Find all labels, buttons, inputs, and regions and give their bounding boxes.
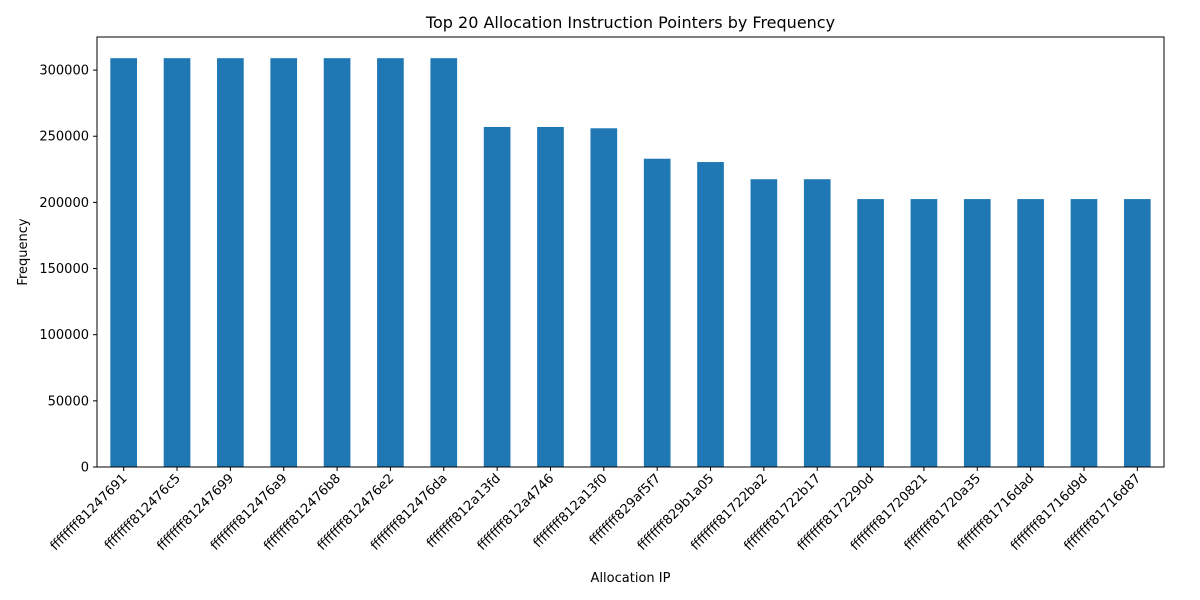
- bar-ffffffff812476c5: [163, 58, 191, 468]
- bar-ffffffff812476b8: [323, 58, 351, 468]
- bar-ffffffff81720821: [910, 199, 938, 468]
- bar-ffffffff81247699: [217, 58, 244, 468]
- bar-ffffffff81722ba2: [750, 179, 778, 467]
- bar-ffffffff812476da: [430, 58, 458, 468]
- y-axis: 0 50000 100000 150000 200000 250000 300000: [39, 64, 97, 476]
- x-axis: ffffffff81247691ffffffff812476c5ffffffff…: [48, 467, 1144, 554]
- bar-ffffffff829af5f7: [643, 158, 671, 467]
- y-tick-label: 150000: [39, 262, 89, 277]
- x-axis-label: Allocation IP: [591, 571, 671, 586]
- bar-ffffffff812a13f0: [590, 128, 618, 468]
- bar-ffffffff81247691: [110, 58, 138, 468]
- y-tick-label: 0: [81, 461, 89, 476]
- bar-ffffffff8172290d: [857, 199, 884, 468]
- y-tick-label: 300000: [39, 64, 89, 79]
- bar-ffffffff81716dad: [1017, 199, 1044, 468]
- bar-ffffffff812a4746: [537, 126, 564, 467]
- bar-ffffffff829b1a05: [697, 162, 724, 467]
- y-tick-label: 100000: [39, 328, 89, 343]
- plot-frame: [96, 36, 1165, 468]
- bar-ffffffff812476a9: [270, 58, 298, 468]
- y-axis-label: Frequency: [16, 218, 31, 285]
- y-tick-label: 250000: [39, 130, 89, 145]
- bar-ffffffff812a13fd: [483, 126, 511, 467]
- y-tick-label: 200000: [39, 196, 89, 211]
- bar-ffffffff81716d9d: [1070, 199, 1098, 468]
- chart-title: Top 20 Allocation Instruction Pointers b…: [425, 13, 835, 32]
- bars-group: [110, 58, 1151, 468]
- bar-ffffffff81720a35: [963, 199, 991, 468]
- bar-ffffffff81722b17: [803, 179, 831, 467]
- bar-ffffffff81716d87: [1123, 199, 1151, 468]
- y-tick-label: 50000: [48, 394, 89, 409]
- bar-ffffffff812476e2: [377, 58, 404, 468]
